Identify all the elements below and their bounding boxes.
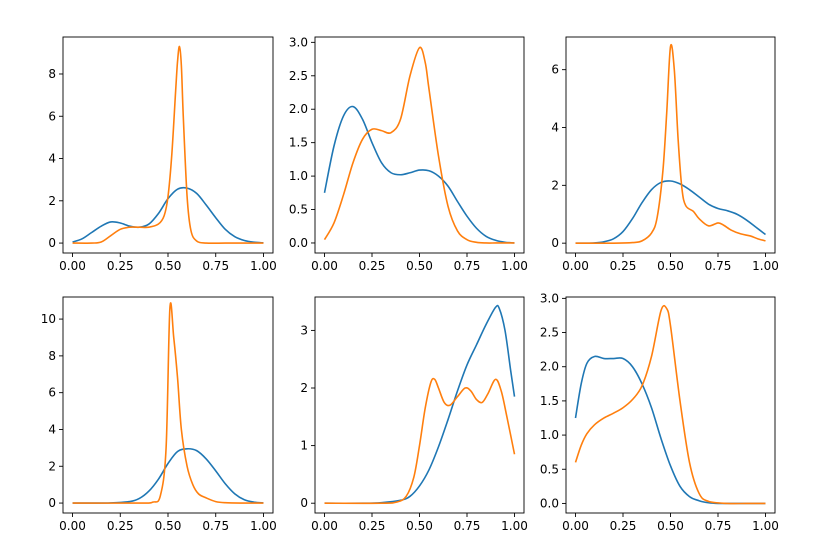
y-tick-label: 4	[551, 121, 559, 135]
series-line-2	[324, 377, 516, 505]
y-tick-label: 0	[48, 236, 56, 250]
y-tick-label: 4	[48, 152, 56, 166]
x-tick-label: 0.00	[311, 259, 338, 273]
y-tick-label: 8	[48, 349, 56, 363]
x-tick-label: 0.00	[59, 259, 86, 273]
x-tick-label: 0.75	[705, 519, 732, 533]
y-tick-label: 8	[48, 67, 56, 81]
y-tick-label: 3.0	[540, 291, 559, 305]
series-line-2	[323, 46, 515, 244]
y-tick-label: 2.0	[540, 360, 559, 374]
x-tick-label: 0.00	[562, 259, 589, 273]
y-tick-label: 0	[48, 496, 56, 510]
x-tick-label: 0.25	[107, 519, 134, 533]
x-tick-label: 1.00	[752, 519, 779, 533]
y-tick-label: 2.0	[289, 102, 308, 116]
y-tick-label: 1.0	[289, 169, 308, 183]
y-tick-label: 0.0	[289, 236, 308, 250]
series-line-2	[575, 44, 766, 245]
x-tick-label: 0.50	[406, 519, 433, 533]
y-tick-label: 0	[300, 496, 308, 510]
y-tick-label: 4	[48, 422, 56, 436]
series-line-2	[72, 45, 264, 245]
y-tick-label: 0.5	[540, 462, 559, 476]
y-tick-label: 2	[300, 381, 308, 395]
subplot-6: 0.00 0.25 0.50 0.75 1.00 0.0 0.5 1.0 1.5 2.0 2.5 3.…	[540, 291, 779, 533]
y-tick-label: 1.0	[540, 428, 559, 442]
x-tick-label: 0.75	[202, 519, 229, 533]
y-tick-label: 2	[48, 194, 56, 208]
y-tick-label: 2.5	[540, 326, 559, 340]
series-line-2	[72, 302, 264, 504]
x-tick-label: 0.50	[657, 519, 684, 533]
x-tick-label: 1.00	[501, 519, 528, 533]
x-tick-label: 0.75	[202, 259, 229, 273]
x-tick-label: 0.25	[359, 259, 386, 273]
y-tick-label: 0.5	[289, 203, 308, 217]
x-tick-label: 0.00	[59, 519, 86, 533]
subplot-4: 0.00 0.25 0.50 0.75 1.00 0 2 4 6 8 10	[41, 296, 277, 533]
series-line-2	[574, 304, 766, 505]
x-tick-label: 1.00	[501, 259, 528, 273]
y-tick-label: 6	[48, 386, 56, 400]
y-tick-label: 6	[48, 109, 56, 123]
y-tick-label: 1	[300, 439, 308, 453]
y-tick-label: 0.0	[540, 496, 559, 510]
y-tick-label: 0	[551, 236, 559, 250]
x-tick-label: 0.25	[610, 519, 637, 533]
x-tick-label: 0.00	[311, 519, 338, 533]
y-tick-label: 2	[48, 459, 56, 473]
y-tick-label: 2.5	[289, 69, 308, 83]
x-tick-label: 0.50	[406, 259, 433, 273]
series-line-1	[323, 105, 515, 244]
x-tick-label: 0.75	[454, 259, 481, 273]
y-tick-label: 2	[551, 178, 559, 192]
x-tick-label: 1.00	[250, 519, 277, 533]
series-line-1	[575, 180, 766, 244]
x-tick-label: 0.50	[155, 519, 182, 533]
x-tick-label: 1.00	[752, 259, 779, 273]
x-tick-label: 0.50	[155, 259, 182, 273]
x-tick-label: 0.25	[359, 519, 386, 533]
subplot-1: 0.00 0.25 0.50 0.75 1.00 0 2 4 6 8	[48, 36, 277, 273]
x-tick-label: 0.25	[610, 259, 637, 273]
y-tick-label: 6	[551, 63, 559, 77]
y-tick-label: 10	[41, 312, 56, 326]
y-tick-label: 3	[300, 323, 308, 337]
x-tick-label: 0.75	[705, 259, 732, 273]
y-tick-label: 1.5	[540, 394, 559, 408]
series-line-1	[72, 447, 264, 504]
subplot-3: 0.00 0.25 0.50 0.75 1.00 0 2 4 6	[551, 36, 779, 273]
y-tick-label: 3.0	[289, 35, 308, 49]
subplot-2: 0.00 0.25 0.50 0.75 1.00 0.0 0.5 1.0 1.5 2.0 2.5 3.…	[289, 35, 528, 273]
x-tick-label: 0.50	[657, 259, 684, 273]
x-tick-label: 0.25	[107, 259, 134, 273]
x-tick-label: 0.75	[454, 519, 481, 533]
x-tick-label: 1.00	[250, 259, 277, 273]
x-tick-label: 0.00	[562, 519, 589, 533]
subplot-5: 0.00 0.25 0.50 0.75 1.00 0 1 2 3	[300, 296, 528, 533]
y-tick-label: 1.5	[289, 136, 308, 150]
